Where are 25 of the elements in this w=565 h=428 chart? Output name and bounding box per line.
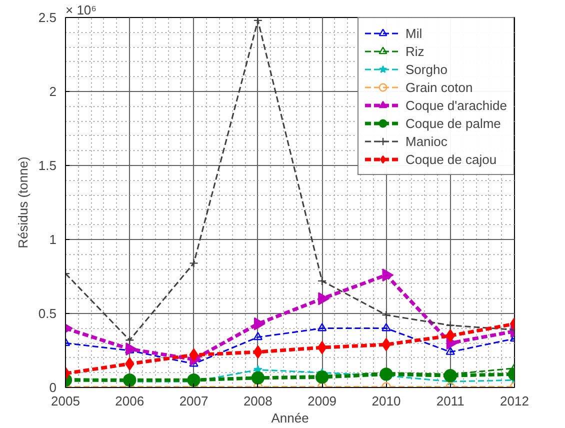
legend-label: Riz <box>406 42 426 60</box>
x-tick-label: 2012 <box>500 394 529 408</box>
legend-label: Mil <box>406 24 424 42</box>
y-tick-label: 2.5 <box>38 10 57 25</box>
x-tick-label: 2008 <box>243 394 272 408</box>
legend-label: Coque de palme <box>406 114 501 132</box>
x-tick-label: 2005 <box>51 394 80 408</box>
legend-label: Manioc <box>406 132 448 150</box>
x-tick-label: 2010 <box>372 394 401 408</box>
y-tick-label: 0.5 <box>38 306 57 321</box>
x-tick-label: 2007 <box>179 394 208 408</box>
x-tick-label: 2009 <box>308 394 337 408</box>
legend-label: Sorgho <box>406 60 448 78</box>
x-tick-label: 2011 <box>436 394 464 408</box>
y-tick-label: 2 <box>49 84 57 99</box>
legend-label: Grain coton <box>406 78 473 96</box>
x-axis-title: Année <box>271 410 309 426</box>
annotation: × 10⁶ <box>66 2 97 18</box>
y-tick-label: 1.5 <box>38 158 57 173</box>
y-axis-title: Résidus (tonne) <box>15 156 30 248</box>
legend-label: Coque de cajou <box>406 150 497 168</box>
x-tick-label: 2006 <box>115 394 144 408</box>
legend-label: Coque d'arachide <box>406 96 507 114</box>
y-tick-label: 0 <box>49 380 57 395</box>
y-tick-label: 1 <box>49 232 57 247</box>
